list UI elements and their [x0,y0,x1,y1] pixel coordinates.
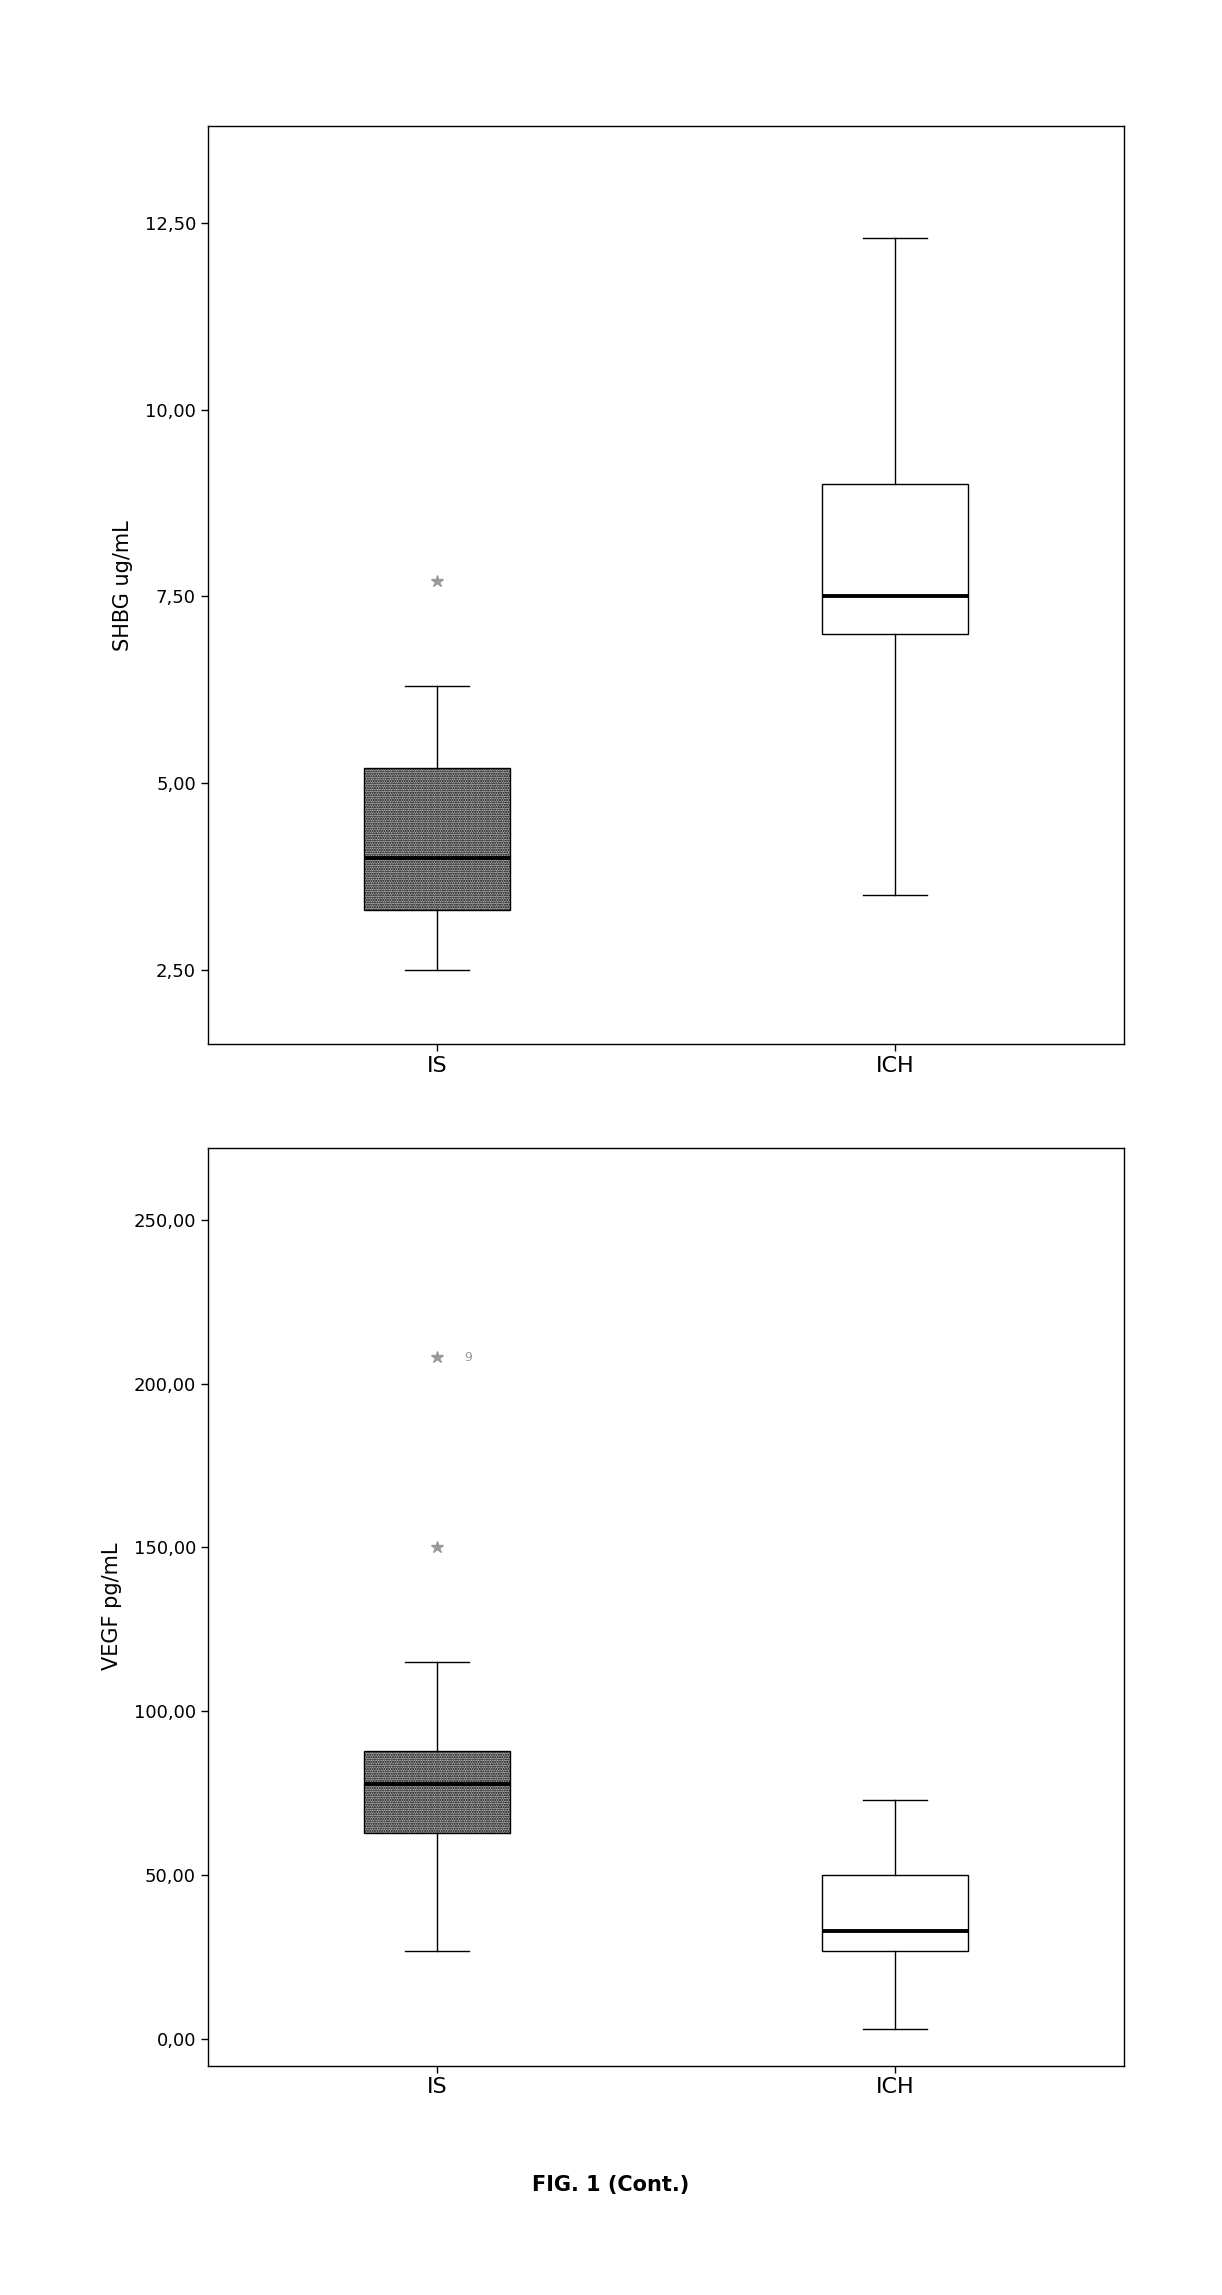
Bar [822,1875,969,1951]
Bar [822,484,969,633]
Y-axis label: VEGF pg/mL: VEGF pg/mL [103,1542,122,1671]
Text: 9: 9 [464,1352,472,1363]
Y-axis label: SHBG ug/mL: SHBG ug/mL [114,521,133,649]
Text: FIG. 1 (Cont.): FIG. 1 (Cont.) [533,2176,689,2194]
Bar [364,1751,511,1834]
Bar [364,769,511,909]
